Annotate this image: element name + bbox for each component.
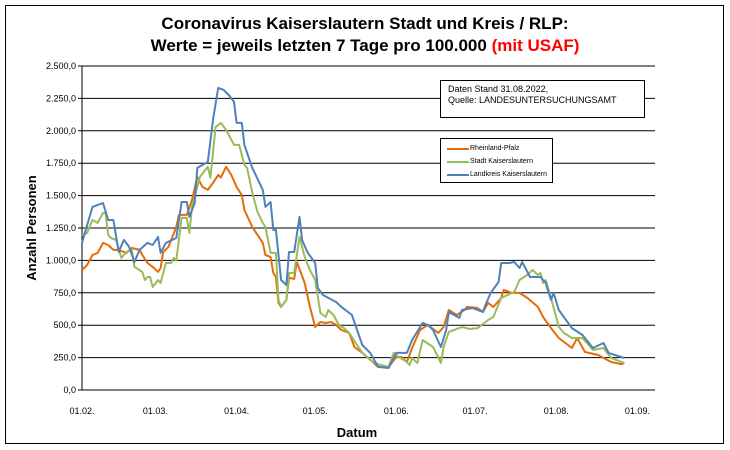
title-main: Werte = jeweils letzten 7 Tage pro 100.0…: [150, 36, 487, 55]
title-highlight: (mit USAF): [491, 36, 580, 55]
x-tick-label: 01.04.: [224, 406, 249, 416]
data-source-note: Daten Stand 31.08.2022, Quelle: LANDESUN…: [440, 80, 645, 118]
note-line1: Daten Stand 31.08.2022,: [448, 84, 549, 94]
legend-swatch: [447, 147, 469, 150]
x-tick-label: 01.05.: [303, 406, 328, 416]
chart-title-line1: Coronavirus Kaiserslautern Stadt und Kre…: [161, 14, 569, 33]
y-tick-label: 1.500,0: [46, 191, 76, 201]
y-axis-label: Anzahl Personen: [24, 175, 39, 281]
x-tick-label: 01.02.: [69, 406, 94, 416]
legend-label: Rheinland-Pfalz: [470, 145, 520, 152]
legend-swatch: [447, 160, 469, 163]
x-tick-label: 01.08.: [544, 406, 569, 416]
y-tick-label: 2.000,0: [46, 126, 76, 136]
y-tick-label: 500,0: [53, 320, 76, 330]
series-line-1: [81, 165, 625, 368]
legend: Rheinland-Pfalz Stadt Kaiserslautern Landk…: [440, 138, 553, 183]
x-tick-label: 01.06.: [384, 406, 409, 416]
x-axis-label: Datum: [337, 425, 377, 440]
y-tick-label: 750,0: [53, 288, 76, 298]
series-line-3: [81, 86, 625, 369]
chart-frame: [5, 5, 724, 444]
y-tick-label: 1.250,0: [46, 223, 76, 233]
y-tick-label: 1.000,0: [46, 255, 76, 265]
y-tick-label: 0,0: [63, 385, 76, 395]
chart-title-line2: Werte = jeweils letzten 7 Tage pro 100.0…: [0, 36, 730, 56]
y-tick-label: 250,0: [53, 353, 76, 363]
note-line2: Quelle: LANDESUNTERSUCHUNGSAMT: [448, 95, 617, 105]
legend-item: Stadt Kaiserslautern: [447, 155, 552, 168]
y-tick-label: 2.500,0: [46, 61, 76, 71]
legend-label: Landkreis Kaiserslautern: [470, 171, 548, 178]
legend-item: Rheinland-Pfalz: [447, 142, 552, 155]
legend-label: Stadt Kaiserslautern: [470, 158, 534, 165]
y-tick-label: 1.750,0: [46, 158, 76, 168]
series-line-2: [81, 121, 625, 368]
x-tick-label: 01.03.: [143, 406, 168, 416]
legend-item: Landkreis Kaiserslautern: [447, 168, 552, 181]
x-tick-label: 01.09.: [625, 406, 650, 416]
legend-swatch: [447, 173, 469, 176]
y-tick-label: 2.250,0: [46, 93, 76, 103]
x-tick-label: 01.07.: [462, 406, 487, 416]
